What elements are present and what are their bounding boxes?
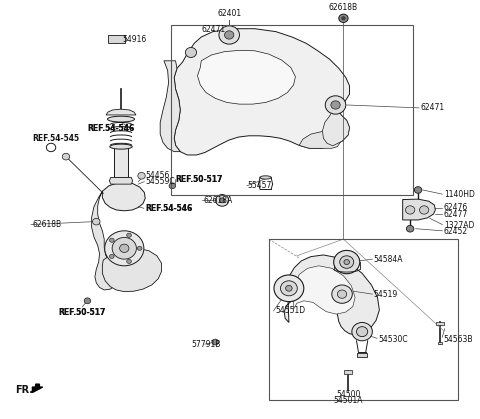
Bar [358,353,367,357]
Circle shape [185,47,196,57]
Circle shape [339,14,348,23]
Circle shape [352,323,372,341]
Circle shape [109,254,114,259]
Text: 62452: 62452 [444,227,468,236]
Text: REF.50-517: REF.50-517 [176,175,223,184]
Polygon shape [102,248,162,292]
Text: 54916: 54916 [122,35,146,44]
Polygon shape [299,132,340,148]
Circle shape [332,285,352,303]
Circle shape [62,153,70,160]
Circle shape [109,238,114,242]
Polygon shape [33,384,43,393]
Circle shape [93,218,100,225]
Text: REF.54-546: REF.54-546 [145,204,192,213]
Ellipse shape [260,176,271,179]
Text: REF.50-517: REF.50-517 [59,308,106,317]
Polygon shape [294,266,355,314]
Circle shape [357,327,368,336]
Bar [438,341,442,344]
Text: REF.50-517: REF.50-517 [59,308,106,317]
Text: 1140HD: 1140HD [444,190,475,199]
Circle shape [337,290,347,298]
Polygon shape [102,182,145,211]
Circle shape [112,238,136,259]
Circle shape [414,186,422,193]
Text: 62477: 62477 [444,210,468,219]
Text: 62471: 62471 [420,103,444,112]
Polygon shape [160,61,180,152]
Circle shape [84,298,91,304]
Bar [171,25,413,195]
Circle shape [225,31,234,39]
Text: REF.54-546: REF.54-546 [87,124,134,133]
Bar [108,35,125,43]
Text: 62476: 62476 [444,203,468,212]
Text: 62618A: 62618A [204,196,233,205]
Circle shape [340,256,354,268]
Ellipse shape [110,144,132,149]
Circle shape [127,233,132,237]
Polygon shape [174,29,349,155]
Circle shape [138,173,145,179]
Circle shape [274,275,304,302]
Circle shape [286,285,292,291]
Text: 1327AD: 1327AD [444,221,474,230]
Text: 62401: 62401 [217,9,241,18]
Circle shape [325,96,346,114]
Circle shape [212,339,218,345]
Circle shape [47,143,56,152]
Text: 55457: 55457 [248,181,272,190]
Circle shape [331,101,340,109]
Text: 54584A: 54584A [374,255,403,264]
Bar [436,322,444,325]
Circle shape [169,183,176,189]
Circle shape [406,206,415,214]
Text: 54501A: 54501A [334,396,363,405]
Text: 62618B: 62618B [329,3,358,12]
Text: FR.: FR. [16,385,34,395]
Polygon shape [284,255,379,335]
Circle shape [407,225,414,232]
Text: REF.50-517: REF.50-517 [176,175,223,184]
Circle shape [280,281,297,296]
Polygon shape [197,50,295,104]
Circle shape [216,194,229,206]
Text: 54500: 54500 [336,390,360,398]
Circle shape [334,251,360,274]
Polygon shape [323,102,349,146]
Text: 57791B: 57791B [191,340,221,349]
Circle shape [344,259,349,264]
Text: 54530C: 54530C [378,335,408,344]
Polygon shape [403,199,435,220]
Circle shape [127,259,132,264]
Circle shape [420,206,429,214]
Circle shape [120,244,129,253]
Text: 54563B: 54563B [444,335,473,344]
Bar [344,370,352,374]
Text: 54559C: 54559C [145,177,175,186]
Polygon shape [109,178,132,184]
Text: REF.54-545: REF.54-545 [33,134,80,143]
Circle shape [219,26,240,44]
Circle shape [137,246,142,251]
Bar [114,147,128,177]
Text: 62618B: 62618B [33,220,61,229]
Circle shape [342,17,345,20]
Text: 54551D: 54551D [275,306,305,316]
Text: 62471: 62471 [201,25,225,34]
Polygon shape [106,109,136,115]
Text: REF.54-546: REF.54-546 [87,124,134,133]
Polygon shape [92,191,118,290]
Text: 54456: 54456 [145,171,169,180]
Text: 54519: 54519 [374,290,398,299]
Circle shape [219,198,225,203]
Ellipse shape [108,116,134,122]
Circle shape [105,231,144,266]
Bar [269,239,458,400]
Text: REF.54-546: REF.54-546 [145,204,192,213]
